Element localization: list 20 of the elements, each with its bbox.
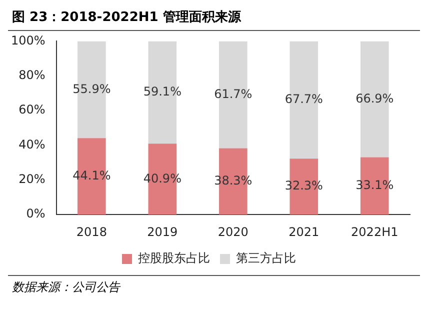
- x-tick-label: 2020: [218, 224, 248, 239]
- y-tick-label: 40%: [18, 137, 46, 152]
- y-tick-label: 20%: [18, 172, 46, 186]
- legend-label: 第三方占比: [236, 251, 296, 266]
- data-label: 59.1%: [143, 84, 182, 99]
- data-label: 61.7%: [214, 86, 252, 101]
- x-tick-label: 2019: [147, 224, 178, 239]
- x-tick-label: 2018: [76, 224, 107, 239]
- data-label: 66.9%: [356, 91, 394, 106]
- y-tick-label: 60%: [18, 102, 46, 117]
- y-tick-label: 100%: [10, 33, 46, 48]
- source-note: 数据来源：公司公告: [8, 275, 420, 296]
- y-tick-label: 0%: [26, 206, 46, 221]
- x-tick-label: 2022H1: [351, 224, 398, 239]
- legend-label: 控股股东占比: [138, 251, 210, 266]
- x-tick-label: 2021: [288, 224, 320, 239]
- data-label: 55.9%: [72, 82, 111, 96]
- y-tick-label: 80%: [18, 68, 46, 82]
- chart-title: 图 23：2018-2022H1 管理面积来源: [8, 8, 420, 31]
- data-label: 67.7%: [284, 92, 323, 106]
